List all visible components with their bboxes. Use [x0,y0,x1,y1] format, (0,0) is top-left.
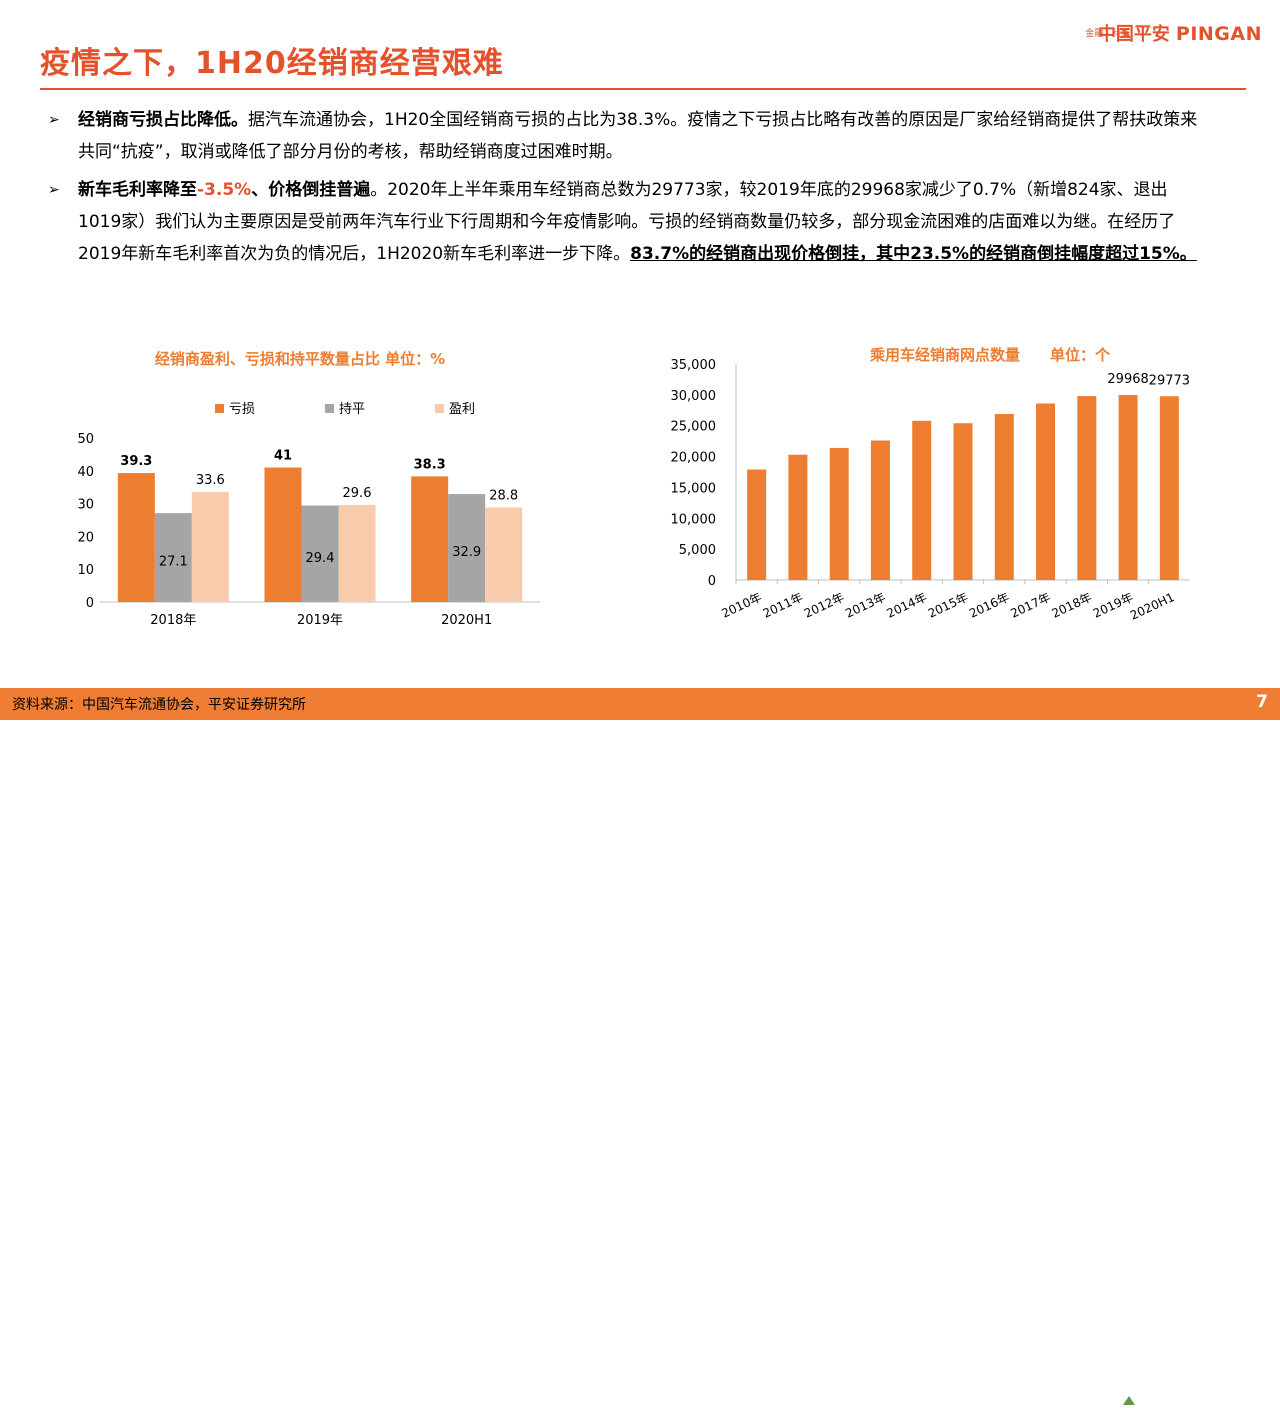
y-tick-label: 20,000 [671,451,717,466]
bar-亏损 [411,476,449,602]
bar-dealer-count [1077,396,1097,580]
bullet-item-margin: ➢ 新车毛利率降至-3.5%、价格倒挂普遍。2020年上半年乘用车经销商总数为2… [48,174,1208,270]
legend-label: 亏损 [229,402,255,417]
legend-swatch [325,404,334,413]
arrow-bullet-icon: ➢ [48,182,60,198]
x-tick-label: 2012年 [802,590,846,621]
y-tick-label: 5,000 [679,543,716,558]
y-tick-label: 50 [77,432,94,447]
bar-dealer-count [747,469,767,580]
bullet-lead-tail: 、价格倒挂普遍 [251,180,371,200]
bullet-text: 据汽车流通协会，1H20全国经销商亏损的占比为38.3%。疫情之下亏损占比略有改… [78,110,1198,162]
data-label: 33.6 [196,473,225,488]
bar-dealer-count [829,447,849,580]
profit-loss-share-chart: 经销商盈利、亏损和持平数量占比 单位：% 亏损 持平 盈利 0 10 20 30 40 50 39.… [77,350,540,628]
logo-cn: 中国平安 [1097,24,1170,45]
brand-logo: 中国平安 PINGAN [1098,20,1262,46]
x-tick-label: 2020H1 [1128,590,1177,623]
data-label: 29773 [1149,373,1190,388]
logo-en: PINGAN [1175,23,1262,45]
bar-dealer-count [912,420,932,580]
footer-bar: 资料来源：中国汽车流通协会，平安证券研究所 7 [0,688,1280,1406]
bullet-list: ➢ 经销商亏损占比降低。据汽车流通协会，1H20全国经销商亏损的占比为38.3%… [48,104,1208,276]
bar-dealer-count [953,423,973,580]
data-label: 29.4 [306,551,335,566]
chart-title: 经销商盈利、亏损和持平数量占比 单位：% [155,350,445,368]
y-tick-label: 10 [77,563,94,578]
y-tick-label: 40 [77,465,94,480]
bar-dealer-count [1159,396,1179,580]
bar-持平 [448,494,486,602]
x-tick-label: 2013年 [843,590,887,621]
y-tick-label: 20 [77,530,94,545]
logo-subtitle: 金融 · 科技 [1085,29,1130,39]
bar-盈利 [485,507,523,602]
page-number: 7 [1256,692,1268,712]
legend-swatch [435,404,444,413]
data-label: 38.3 [414,457,446,472]
title-divider [40,88,1246,90]
x-tick-label: 2018年 [1050,590,1094,621]
data-label: 41 [274,449,292,464]
bar-盈利 [191,491,229,602]
chart-title: 乘用车经销商网点数量 单位：个 [869,346,1111,364]
bar-dealer-count [1036,403,1056,580]
tree-decoration-icon [1119,1392,1139,1406]
legend-swatch [215,404,224,413]
bullet-lead: 新车毛利率降至 [78,180,197,200]
bar-dealer-count [1118,395,1138,580]
x-tick-label: 2015年 [926,590,970,621]
y-tick-label: 25,000 [671,420,717,435]
legend-label: 盈利 [449,402,475,417]
x-tick-label: 2017年 [1008,590,1052,621]
bar-持平 [154,513,192,602]
bullet-emphasis: 83.7%的经销商出现价格倒挂，其中23.5%的经销商倒挂幅度超过15%。 [630,244,1197,264]
x-tick-label: 2014年 [885,590,929,621]
x-tick-label: 2019年 [1091,590,1135,621]
data-label: 32.9 [452,545,481,560]
bar-亏损 [117,473,155,602]
data-label: 39.3 [120,454,152,469]
bar-dealer-count [994,413,1014,580]
x-tick-label: 2011年 [761,590,805,621]
bullet-text: 。2020年上半年乘用车经销商总数为29773家，较2019年底的29968家减… [78,180,1176,264]
bar-dealer-count [788,454,808,580]
page-title: 疫情之下，1H20经销商经营艰难 [40,46,504,81]
y-tick-label: 35,000 [671,358,717,373]
data-label: 29.6 [343,486,372,501]
y-tick-label: 30 [77,498,94,513]
y-tick-label: 0 [708,574,716,589]
arrow-bullet-icon: ➢ [48,112,60,128]
y-tick-label: 0 [86,596,94,611]
x-tick-label: 2018年 [150,613,196,628]
bullet-lead-value: -3.5% [197,180,252,200]
x-tick-label: 2010年 [719,590,763,621]
bar-亏损 [264,467,302,602]
y-tick-label: 10,000 [671,512,717,527]
legend-label: 持平 [339,402,365,417]
bar-持平 [301,505,339,602]
data-label: 29968 [1107,372,1148,387]
data-label: 27.1 [159,555,188,570]
source-note: 资料来源：中国汽车流通协会，平安证券研究所 [12,697,306,713]
x-tick-label: 2020H1 [441,613,492,628]
bar-dealer-count [870,440,890,580]
bullet-lead: 经销商亏损占比降低。 [78,110,248,130]
x-tick-label: 2019年 [297,613,343,628]
y-tick-label: 30,000 [671,389,717,404]
x-tick-label: 2016年 [967,590,1011,621]
y-tick-label: 15,000 [671,481,717,496]
dealer-count-chart: 乘用车经销商网点数量 单位：个 0 5,000 10,000 15,000 20,000 2… [671,346,1191,623]
data-label: 28.8 [489,489,518,504]
bar-盈利 [338,504,376,602]
bullet-item-losses: ➢ 经销商亏损占比降低。据汽车流通协会，1H20全国经销商亏损的占比为38.3%… [48,104,1208,168]
